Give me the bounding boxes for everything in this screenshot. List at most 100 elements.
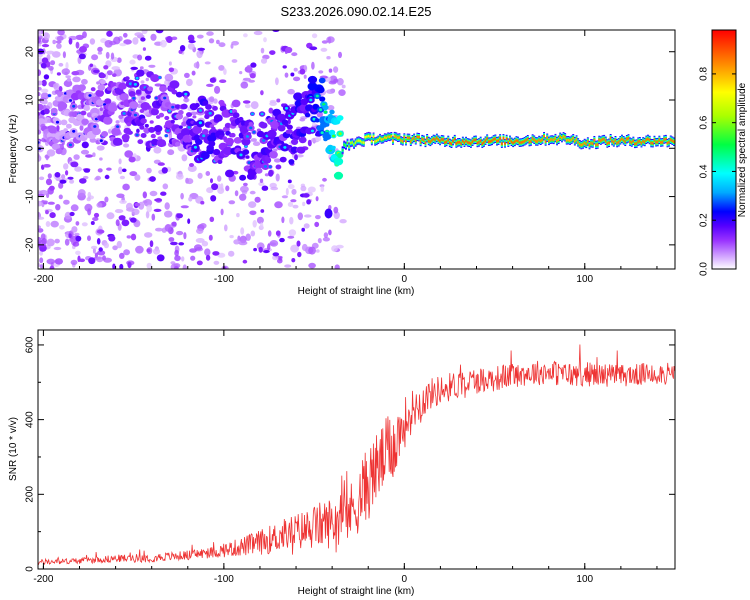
spectrogram-noise-blob [174,249,179,257]
spectrogram-noise-blob [268,169,274,177]
spectrogram-ridge-blob [279,156,287,163]
colorbar: 0.0 0.2 0.4 0.6 0.8 Normalized spectral ampl… [699,29,748,276]
spectrogram-noise-blob [223,68,227,75]
spectrogram-ridge-blob [103,116,113,125]
spectrogram-noise-blob [89,38,96,45]
spectrogram-ridge-cell [492,138,495,141]
spectrogram-ridge-cell [465,139,467,143]
spectrogram-noise-blob [328,229,332,236]
colorbar-tick-label: 0.6 [699,115,710,129]
spectrogram-noise-blob [250,101,259,110]
spectrogram-noise-blob [99,157,103,161]
spectrogram-ridge-cell [569,139,571,142]
spectrogram-ridge-blob [170,119,175,124]
spectrogram-noise-blob [315,215,321,220]
spectrogram-noise-blob [253,30,263,36]
spectrogram-ridge-blob [124,76,130,81]
spectrogram-noise-blob [208,234,213,241]
spectrogram-noise-blob [293,76,301,82]
spectrogram-noise-blob [43,164,51,168]
spectrogram-ridge-blob [135,89,142,95]
spectrogram-noise-blob [292,204,299,209]
spectrogram-ridge-cell [643,140,646,144]
spectrogram-noise-blob [89,63,94,68]
spectrogram-ridge-blob [293,92,303,101]
spectrogram-noise-blob [135,245,144,254]
spectrogram-ridge-cell [541,138,544,141]
spectrogram-ridge-blob [174,104,181,109]
snr-xtick-label: 0 [402,574,408,585]
spectrogram-ridge-blob [300,98,309,105]
spectrogram-ridge-cell [630,141,633,144]
spectrogram-ridge-blob [324,122,330,127]
spectrogram-noise-blob [196,228,204,235]
spectrogram-ridge-core [315,94,319,98]
spectrogram-noise-blob [112,263,116,269]
spectrogram-ridge-cell [496,140,498,143]
spectrogram-noise-blob [328,68,333,73]
spectrogram-noise-blob [290,72,295,77]
spectrogram-noise-blob [129,59,136,65]
spectrogram-ridge-blob [231,99,241,108]
spectrogram-ridge-cell [442,138,445,141]
spectrogram-noise-blob [41,238,47,246]
spectrogram-noise-blob [304,214,312,218]
spectrogram-ridge-cell [453,137,456,141]
spectrogram-noise-blob [238,240,248,246]
spectrogram-noise-blob [240,81,249,89]
spectrogram-ridge-blob [175,113,184,120]
spectrogram-ridge-cell [455,142,458,145]
spectrogram-noise-blob [263,250,270,253]
spectrogram-noise-blob [187,43,195,50]
spectrogram-noise-blob [140,80,145,84]
spectrogram-noise-blob [67,176,74,180]
spectrogram-ridge-cell [583,141,586,145]
spectrogram-noise-blob [103,257,112,263]
spectrogram-noise-blob [62,51,66,59]
spectrogram-ridge-cell [517,139,519,143]
spectrogram-ridge-cell [570,138,573,141]
spectrogram-ridge-cell [388,135,391,139]
spectrogram-ridge-cell [348,145,351,148]
spectrogram-ridge-cell [638,140,641,143]
spectrogram-ridge-cell [637,140,640,143]
spectrogram-ridge-core [283,146,287,149]
spectrogram-noise-blob [77,189,86,197]
spectrogram-ridge-cell [588,143,591,147]
spectrogram-noise-blob [127,261,132,269]
spectrogram-ridge-core [320,131,324,135]
spectrogram-ridge-cell [367,134,370,138]
spectrogram-noise-blob [79,46,87,53]
spectrogram-ridge-cell [539,139,542,142]
spectrogram-ridge-blob [115,120,120,124]
spectrogram-ridge-cell [432,137,435,141]
spectrogram-ridge-blob [178,125,183,129]
spectrogram-ridge-blob [331,145,336,150]
spectrogram-ridge-blob [48,125,57,134]
spectrogram-noise-blob [162,183,169,190]
spectrogram-noise-blob [320,186,325,192]
spectrogram-ridge-blob [60,119,68,126]
spectrogram-ridge-cell [590,142,593,145]
spectrogram-ridge-blob [180,128,191,137]
spectrogram-noise-blob [68,38,73,45]
spectrogram-noise-blob [269,101,277,106]
spectrogram-noise-blob [81,222,88,227]
spectrogram-noise-blob [149,240,154,248]
spectrogram-noise-blob [182,264,187,269]
spectrogram-noise-blob [193,62,200,69]
spectrogram-ridge-blob [201,128,209,135]
spectrogram-ridge-cell [530,140,532,143]
spectrogram-ridge-cell [349,141,352,145]
spectrogram-noise-blob [195,238,205,243]
spectrogram-ridge-blob [186,112,192,118]
spectrogram-ridge-blob [95,99,104,106]
spectrogram-noise-blob [168,61,172,66]
spectrogram-ridge-blob [126,122,132,127]
spectrogram-noise-blob [168,67,175,73]
spectrogram-noise-blob [233,239,240,245]
spectrogram-frame [37,29,676,270]
spectrogram-noise-blob [326,89,335,94]
spectrogram-ridge-blob [208,140,216,147]
